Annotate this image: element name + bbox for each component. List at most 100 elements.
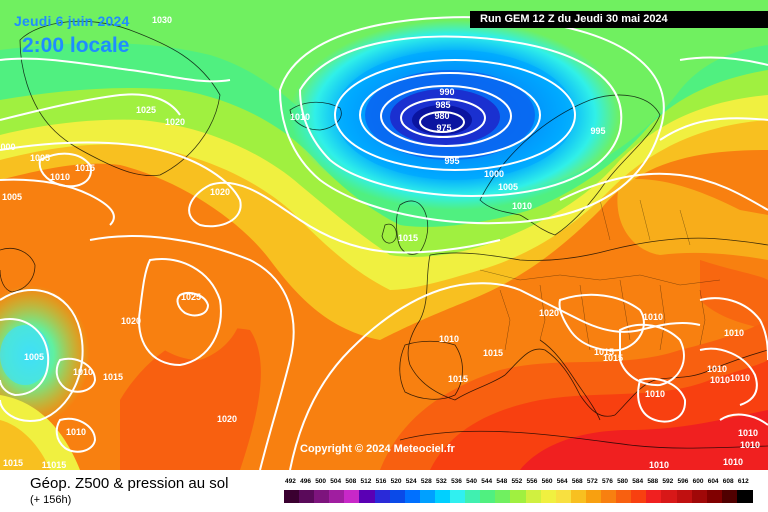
isobar-label: 1015 — [103, 372, 123, 382]
isobar-label: 1010 — [73, 367, 93, 377]
isobar-label: 1010 — [730, 373, 750, 383]
legend-swatch — [676, 490, 693, 503]
isobar-label: 975 — [436, 123, 451, 133]
isobar-label: 1030 — [152, 15, 172, 25]
chart-title: Géop. Z500 & pression au sol — [30, 475, 229, 492]
legend-swatch — [389, 490, 406, 503]
legend-swatch — [706, 490, 723, 503]
isobar-label: 1010 — [740, 440, 760, 450]
copyright-notice: Copyright © 2024 Meteociel.fr — [300, 443, 455, 455]
isobar-label: 995 — [444, 156, 459, 166]
isobar-label: 1010 — [50, 172, 70, 182]
legend-label: 612 — [737, 478, 749, 485]
legend-label: 496 — [300, 478, 311, 485]
forecast-local-time: 2:00 locale — [22, 34, 130, 57]
isobar-label: 1015 — [3, 458, 23, 468]
isobar-label: 11015 — [42, 460, 67, 470]
legend-label: 596 — [677, 478, 689, 485]
isobar-label: 1005 — [498, 182, 518, 192]
legend-label: 568 — [571, 478, 583, 485]
isobar-label: 1005 — [2, 192, 22, 202]
legend-label: 564 — [556, 478, 568, 485]
legend-swatch — [404, 490, 421, 503]
isobar-label: 1010 — [643, 312, 663, 322]
legend-label: 536 — [451, 478, 462, 485]
legend-swatch — [329, 490, 346, 503]
isobar-label: 1005 — [30, 153, 50, 163]
isobar-label: 000 — [0, 142, 15, 152]
legend-swatch — [465, 490, 482, 503]
legend-swatch — [419, 490, 436, 503]
forecast-date: Jeudi 6 juin 2024 — [14, 13, 130, 29]
legend-swatch — [510, 490, 527, 503]
legend-label: 580 — [617, 478, 628, 485]
legend-label: 528 — [420, 478, 432, 485]
isobar-label: 985 — [435, 100, 450, 110]
legend-label: 552 — [511, 478, 523, 485]
isobar-label: 1020 — [217, 414, 237, 424]
isobar-label: 1010 — [649, 460, 669, 470]
legend-label: 608 — [722, 478, 734, 485]
legend-label: 588 — [647, 478, 659, 485]
legend-swatch — [721, 490, 738, 503]
legend-swatch — [284, 490, 300, 503]
legend-label: 512 — [360, 478, 372, 485]
legend-swatch — [585, 490, 602, 503]
isobar-label: 1010 — [512, 201, 532, 211]
legend-swatch — [434, 490, 451, 503]
isobar-label: 990 — [439, 87, 454, 97]
legend-swatch — [450, 490, 467, 503]
isobar-label: 1010 — [724, 328, 744, 338]
legend-label: 592 — [662, 478, 674, 485]
legend-label: 504 — [330, 478, 342, 485]
legend-swatch — [736, 490, 753, 503]
legend-label: 548 — [496, 478, 508, 485]
legend-swatch — [691, 490, 708, 503]
legend-swatch — [540, 490, 557, 503]
isobar-label: 1000 — [484, 169, 504, 179]
legend-label: 532 — [435, 478, 447, 485]
isobar-label: 1015 — [483, 348, 503, 358]
legend-swatch — [525, 490, 542, 503]
footer-bar: Géop. Z500 & pression au sol (+ 156h) 49… — [0, 470, 768, 512]
legend-label: 524 — [405, 478, 417, 485]
legend-label: 584 — [632, 478, 644, 485]
isobar-label: 1015 — [594, 347, 614, 357]
borders — [479, 199, 721, 351]
legend-swatch — [555, 490, 572, 503]
legend-label: 556 — [526, 478, 538, 485]
legend-label: 520 — [390, 478, 402, 485]
legend-label: 544 — [481, 478, 493, 485]
isobar-label: 1005 — [24, 352, 44, 362]
model-run-banner: Run GEM 12 Z du Jeudi 30 mai 2024 — [470, 11, 768, 28]
legend-label: 516 — [375, 478, 387, 485]
isobar-label: 1010 — [707, 364, 727, 374]
isobar-label: 1015 — [603, 353, 623, 363]
legend-label: 572 — [586, 478, 598, 485]
isobar-label: 1020 — [121, 316, 141, 326]
isobar-label: 995 — [590, 126, 605, 136]
legend-swatch — [601, 490, 618, 503]
color-legend: 492 496 500 504 508 512 516 520 524 528 532 536 540 5… — [284, 470, 753, 512]
isobars — [0, 16, 768, 470]
legend-swatch — [570, 490, 587, 503]
isobar-label: 1010 — [738, 428, 758, 438]
isobar-label: 1025 — [136, 105, 156, 115]
legend-swatch — [359, 490, 376, 503]
isobar-label: 1020 — [165, 117, 185, 127]
forecast-range: (+ 156h) — [30, 494, 72, 506]
legend-swatch — [314, 490, 331, 503]
legend-swatch — [480, 490, 497, 503]
isobar-label: 1015 — [75, 163, 95, 173]
isobar-label: 1025 — [181, 292, 201, 302]
legend-swatch — [374, 490, 391, 503]
legend-label: 500 — [315, 478, 327, 485]
isobar-label: 1015 — [398, 233, 418, 243]
coastlines — [0, 20, 768, 449]
isobar-label: 980 — [434, 111, 449, 121]
isobar-label: 1010 — [66, 427, 86, 437]
legend-label: 604 — [707, 478, 719, 485]
isobar-label: 1020 — [539, 308, 559, 318]
legend-swatch — [631, 490, 648, 503]
